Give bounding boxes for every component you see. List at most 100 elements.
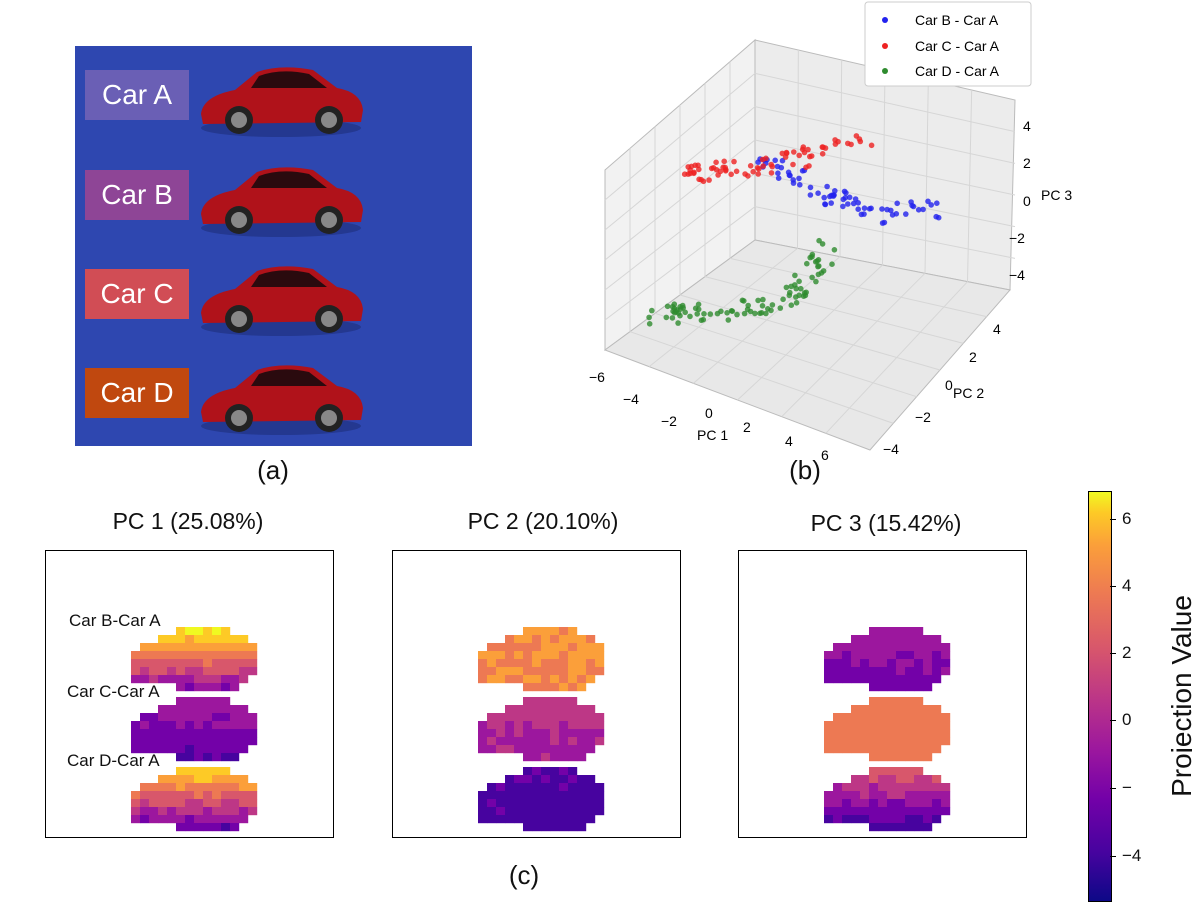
heatmap-cell [523,675,533,684]
heatmap-cell [577,705,587,714]
heatmap-cell [842,737,852,746]
x-tick-label: −6 [589,369,605,385]
scatter-point [843,190,849,196]
heatmap-cell [505,635,515,644]
car-d-label: Car D [85,368,189,418]
heatmap-cell [577,729,587,738]
heatmap-cell [896,643,906,652]
heatmap-cell [833,729,843,738]
heatmap-cell [487,745,497,754]
scatter-point [723,167,729,173]
heatmap-cell [568,753,578,762]
scatter-point [715,172,721,178]
heatmap-cell [478,721,488,730]
heatmap-cell [221,705,231,714]
heatmap-cell [523,627,533,636]
heatmap-cell [532,799,542,808]
heatmap-cell [577,675,587,684]
heatmap-cell [586,791,596,800]
heatmap-cell [878,823,888,832]
heatmap-cell [586,783,596,792]
heatmap-cell [914,823,924,832]
heatmap-cell [239,635,249,644]
heatmap-cell [176,713,186,722]
scatter-point [809,253,815,260]
scatter-point [831,247,838,253]
heatmap-cell [176,791,186,800]
heatmap-cell [478,651,488,660]
heatmap-cell [550,713,560,722]
heatmap-cell [586,729,596,738]
heatmap-cell [824,721,834,730]
heatmap-cell [496,791,506,800]
heatmap-cell [905,807,915,816]
heatmap-cell [869,775,879,784]
heatmap-cell [532,667,542,676]
heatmap-cell [541,791,551,800]
heatmap-cell [851,737,861,746]
heatmap-cell [185,729,195,738]
heatmap-cell [230,799,240,808]
heatmap-cell [941,783,951,792]
heatmap-cell [523,815,533,824]
colorbar-tick: −4 [1122,846,1142,865]
heatmap-cell [158,635,168,644]
heatmap-cell [131,745,141,754]
scatter-point [793,294,799,300]
heatmap-cell [851,667,861,676]
heatmap-cell [496,783,506,792]
heatmap-cell [568,635,578,644]
heatmap-cell [878,721,888,730]
heatmap-cell [541,721,551,730]
heatmap-cell [185,791,195,800]
heatmap-cell [932,667,942,676]
heatmap-cell [131,815,141,824]
heatmap-cell [505,721,515,730]
heatmap-cell [532,791,542,800]
heatmap-cell [487,791,497,800]
heatmap-cell [568,791,578,800]
heatmap-cell [932,745,942,754]
scatter-point [792,282,798,288]
heatmap-cell [577,745,587,754]
scatter-point [822,201,828,207]
heatmap-cell [523,807,533,816]
heatmap-cell [140,807,150,816]
heatmap-cell [194,729,204,738]
heatmap-cell [887,767,897,776]
heatmap-cell [185,753,195,762]
heatmap-cell [505,659,515,668]
heatmap-cell [532,651,542,660]
heatmap-cell [176,807,186,816]
heatmap-cell [221,745,231,754]
heatmap-cell [158,807,168,816]
heatmap-cell [496,643,506,652]
heatmap-cell [914,697,924,706]
caption-a: (a) [257,455,289,485]
heatmap-cell [842,815,852,824]
heatmap-cell [559,675,569,684]
heatmap-cell [577,713,587,722]
scatter-point [713,167,720,173]
scatter-point [752,310,758,317]
scatter-point [790,180,797,186]
heatmap-cell [185,783,195,792]
heatmap-cell [167,745,177,754]
heatmap-cell [239,791,249,800]
scatter-point [893,211,900,217]
heatmap-cell [923,659,933,668]
heatmap-cell [239,705,249,714]
heatmap-cell [905,729,915,738]
heatmap-cell [176,651,186,660]
heatmap-cell [248,737,258,746]
heatmap-cell [923,753,933,762]
y-tick-label: 0 [945,377,953,393]
heatmap-cell [905,815,915,824]
heatmap-cell [851,775,861,784]
heatmap-cell [194,675,204,684]
heatmap-cell [131,791,141,800]
heatmap-cell [532,815,542,824]
heatmap-cell [239,721,249,730]
heatmap-cell [550,635,560,644]
axes-3d-frame [603,38,1016,451]
